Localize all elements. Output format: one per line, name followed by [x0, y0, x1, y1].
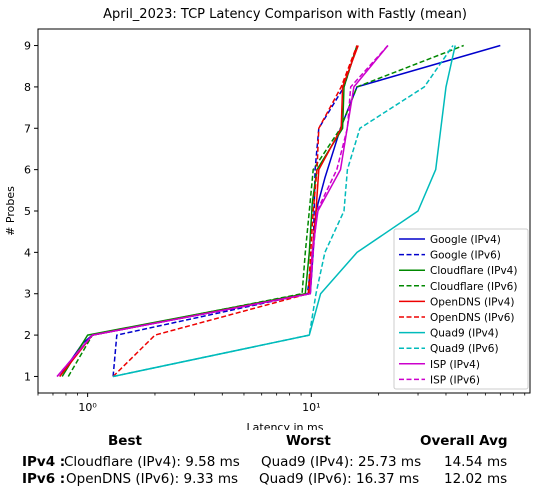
- x-tick-label: 10⁰: [78, 401, 97, 414]
- y-tick-label: 3: [24, 288, 31, 301]
- y-tick-label: 4: [24, 246, 31, 259]
- legend-label-google-ipv4: Google (IPv4): [430, 234, 501, 246]
- y-tick-label: 7: [24, 122, 31, 135]
- y-tick-label: 8: [24, 81, 31, 94]
- series-line-isp-ipv4: [56, 45, 389, 377]
- summary-row-ipv6-label: IPv6 :: [22, 471, 66, 487]
- legend-label-isp-ipv6: ISP (IPv6): [430, 374, 480, 386]
- series-line-quad9-ipv4: [112, 45, 456, 378]
- legend: Google (IPv4) Google (IPv6) Cloudflare (IP…: [393, 228, 529, 390]
- summary-ipv6-overall: 12.02 ms: [444, 471, 508, 487]
- legend-label-quad9-ipv4: Quad9 (IPv4): [430, 328, 499, 340]
- legend-label-opendns-ipv4: OpenDNS (IPv4): [430, 296, 515, 308]
- x-tick-label: 10¹: [302, 401, 320, 414]
- legend-label-google-ipv6: Google (IPv6): [430, 250, 501, 262]
- summary-ipv4-worst: Quad9 (IPv4): 25.73 ms: [261, 454, 422, 470]
- y-tick-label: 6: [24, 164, 31, 177]
- chart-title: April_2023: TCP Latency Comparison with …: [103, 7, 467, 22]
- axis-ticks: 1 2 3 4 5 6 7 8 9 10⁰ 10¹: [24, 40, 526, 414]
- series-line-opendns-ipv6: [112, 45, 358, 378]
- summary-ipv6-best: OpenDNS (IPv6): 9.33 ms: [66, 471, 239, 487]
- legend-label-cloudflare-ipv6: Cloudflare (IPv6): [430, 281, 517, 293]
- plot-lines: [56, 44, 501, 378]
- legend-box: [393, 228, 529, 390]
- y-tick-label: 2: [24, 329, 31, 342]
- legend-label-isp-ipv4: ISP (IPv4): [430, 359, 480, 371]
- legend-label-cloudflare-ipv4: Cloudflare (IPv4): [430, 265, 517, 277]
- latency-chart: April_2023: TCP Latency Comparison with …: [4, 7, 531, 430]
- x-axis-label: Latency in ms: [247, 421, 324, 430]
- summary-header-best: Best: [108, 433, 142, 449]
- summary-row-ipv4-label: IPv4 :: [22, 454, 66, 470]
- series-line-google-ipv6: [112, 45, 358, 377]
- y-tick-label: 1: [24, 370, 31, 383]
- summary-header-worst: Worst: [286, 433, 331, 449]
- y-tick-label: 9: [24, 40, 31, 53]
- summary-table: Best Worst Overall Avg IPv4 : Cloudflare…: [0, 430, 541, 496]
- legend-label-opendns-ipv6: OpenDNS (IPv6): [430, 312, 515, 324]
- y-tick-label: 5: [24, 205, 31, 218]
- series-line-isp-ipv6: [56, 44, 389, 377]
- series-line-quad9-ipv6: [112, 45, 454, 378]
- y-axis-label: # Probes: [4, 186, 17, 236]
- summary-header-overall: Overall Avg: [420, 433, 508, 449]
- summary-ipv4-best: Cloudflare (IPv4): 9.58 ms: [64, 454, 240, 470]
- summary-ipv6-worst: Quad9 (IPv6): 16.37 ms: [259, 471, 420, 487]
- legend-label-quad9-ipv6: Quad9 (IPv6): [430, 343, 499, 355]
- summary-ipv4-overall: 14.54 ms: [444, 454, 508, 470]
